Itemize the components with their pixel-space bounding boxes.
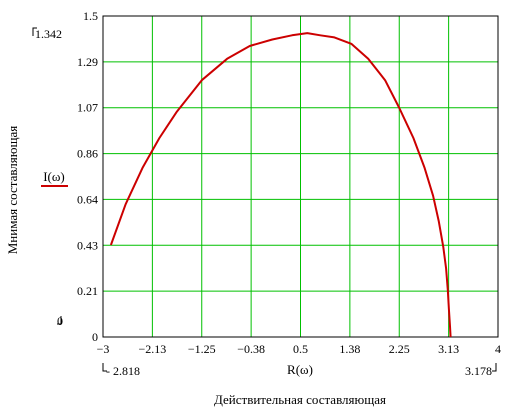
y-tick-label: 1.07	[77, 101, 98, 115]
y-tick-label: 0.21	[77, 284, 98, 298]
x-min-label: - 2.818	[106, 364, 140, 378]
x-tick-label: 2.25	[389, 342, 410, 356]
x-max-label: 3.178	[465, 364, 492, 378]
x-tick-label: −2.13	[138, 342, 166, 356]
y-min-label: 0	[57, 314, 63, 328]
x-axis-title: Действительная составляющая	[214, 392, 386, 407]
y-max-marker: 1.342	[32, 27, 62, 41]
x-tick-label: −0.38	[237, 342, 265, 356]
x-tick-label: 0.5	[293, 342, 308, 356]
x-tick-labels: −3 −2.13 −1.25 −0.38 0.5 1.38 2.25 3.13 4	[97, 342, 501, 356]
y-tick-label: 0.64	[77, 192, 98, 206]
series-line	[109, 32, 452, 338]
series-layer	[109, 32, 452, 338]
y-max-label: 1.342	[35, 27, 62, 41]
y-tick-label: 0.86	[77, 147, 98, 161]
y-tick-label: 0	[92, 330, 98, 344]
y-axis-title: Мнимая составляющая	[5, 126, 20, 255]
x-tick-label: 1.38	[339, 342, 360, 356]
x-max-marker: 3.178	[465, 363, 497, 378]
x-tick-label: 4	[495, 342, 501, 356]
y-min-marker: 0	[57, 314, 63, 328]
plot-frame	[102, 15, 499, 338]
x-tick-label: −3	[97, 342, 110, 356]
y-tick-labels: 0 0.21 0.43 0.64 0.86 1.07 1.29 1.5	[77, 9, 98, 344]
x-tick-label: 3.13	[438, 342, 459, 356]
legend: I(ω)	[41, 169, 68, 187]
y-tick-label: 1.29	[77, 55, 98, 69]
x-tick-label: −1.25	[188, 342, 216, 356]
x-expr-label: R(ω)	[287, 362, 313, 377]
grid	[103, 16, 498, 337]
y-tick-label: 0.43	[77, 238, 98, 252]
x-min-marker: - 2.818	[102, 363, 140, 378]
legend-label: I(ω)	[43, 169, 65, 184]
y-tick-label: 1.5	[83, 9, 98, 23]
